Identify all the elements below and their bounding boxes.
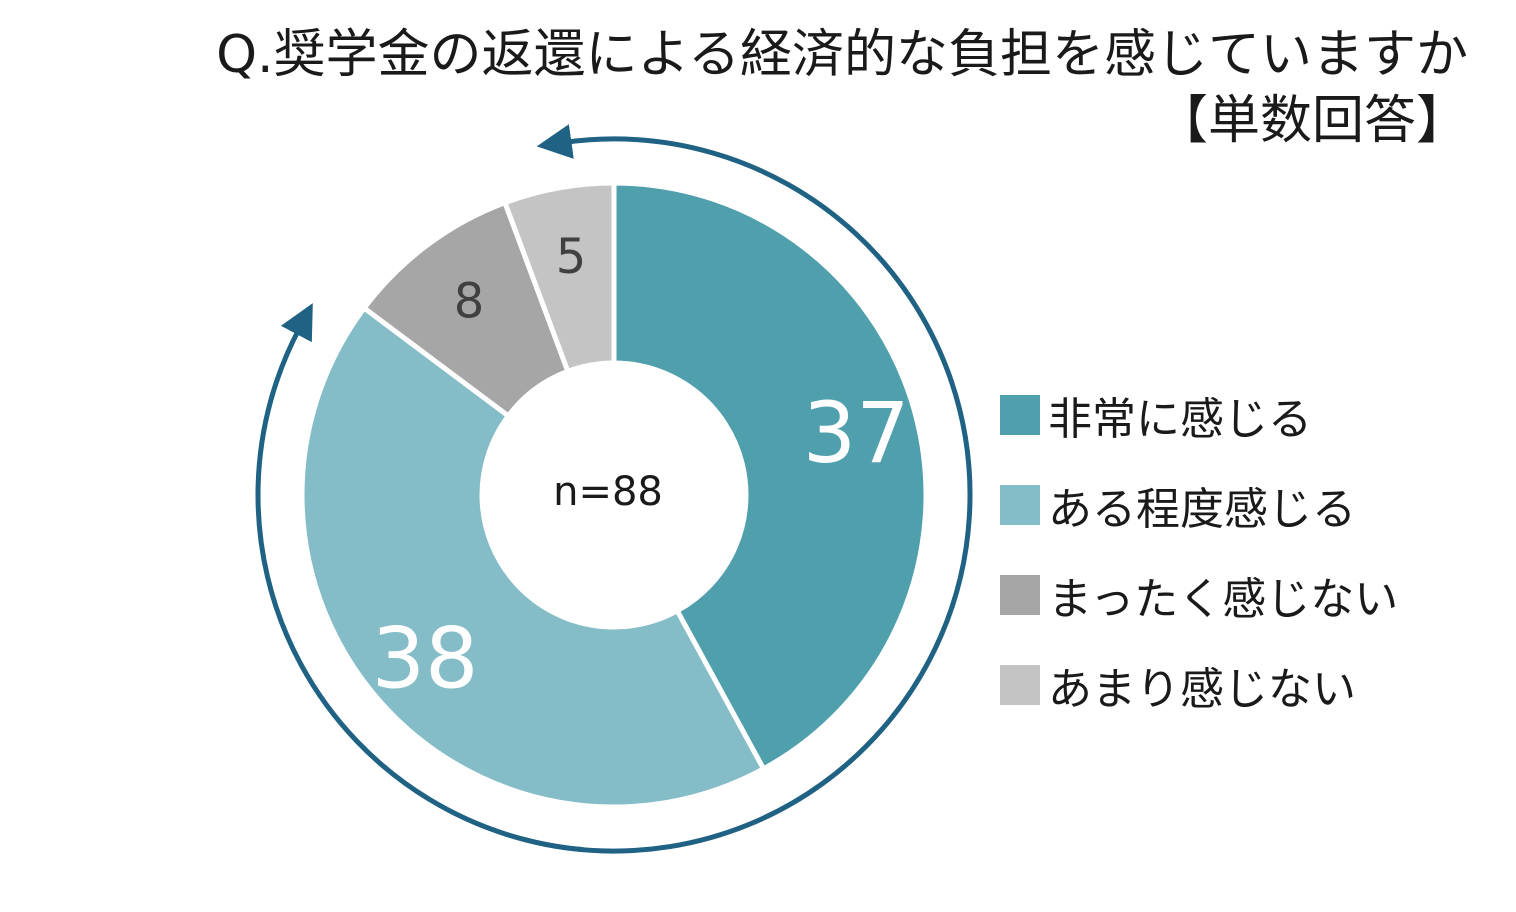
donut-slice: [611, 180, 929, 773]
legend: 非常に感じる ある程度感じる まったく感じない あまり感じない: [1000, 370, 1398, 730]
data-label: 8: [454, 273, 485, 329]
data-label: 37: [803, 384, 910, 482]
legend-label: まったく感じない: [1048, 574, 1399, 625]
legend-swatch: [1000, 665, 1040, 705]
donut-slice: [299, 304, 767, 810]
data-label: 38: [372, 610, 479, 708]
chart-title: Q.奨学金の返還による経済的な負担を感じていますか 【単数回答】: [216, 22, 1468, 154]
title-line-2: 【単数回答】: [1155, 91, 1468, 151]
donut-slice: [501, 180, 617, 375]
donut-slice: [360, 199, 572, 420]
legend-item: 非常に感じる: [1000, 370, 1398, 460]
legend-swatch: [1000, 395, 1040, 435]
legend-item: まったく感じない: [1000, 550, 1398, 640]
center-label: n=88: [553, 469, 663, 515]
arrow-total: [255, 303, 584, 853]
data-label: 5: [556, 229, 587, 285]
legend-label: 非常に感じる: [1048, 394, 1312, 445]
legend-swatch: [1000, 485, 1040, 525]
legend-swatch: [1000, 575, 1040, 615]
arrow-agree: [521, 124, 973, 854]
legend-item: あまり感じない: [1000, 640, 1398, 730]
legend-label: ある程度感じる: [1048, 484, 1356, 535]
legend-item: ある程度感じる: [1000, 460, 1398, 550]
legend-label: あまり感じない: [1048, 664, 1356, 715]
title-line-1: Q.奨学金の返還による経済的な負担を感じていますか: [216, 25, 1468, 85]
